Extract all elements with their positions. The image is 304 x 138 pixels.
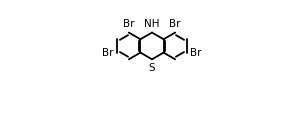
Text: Br: Br xyxy=(102,48,113,58)
Text: Br: Br xyxy=(123,19,135,29)
Text: Br: Br xyxy=(169,19,181,29)
Text: NH: NH xyxy=(144,19,160,29)
Text: Br: Br xyxy=(191,48,202,58)
Text: S: S xyxy=(149,63,155,73)
